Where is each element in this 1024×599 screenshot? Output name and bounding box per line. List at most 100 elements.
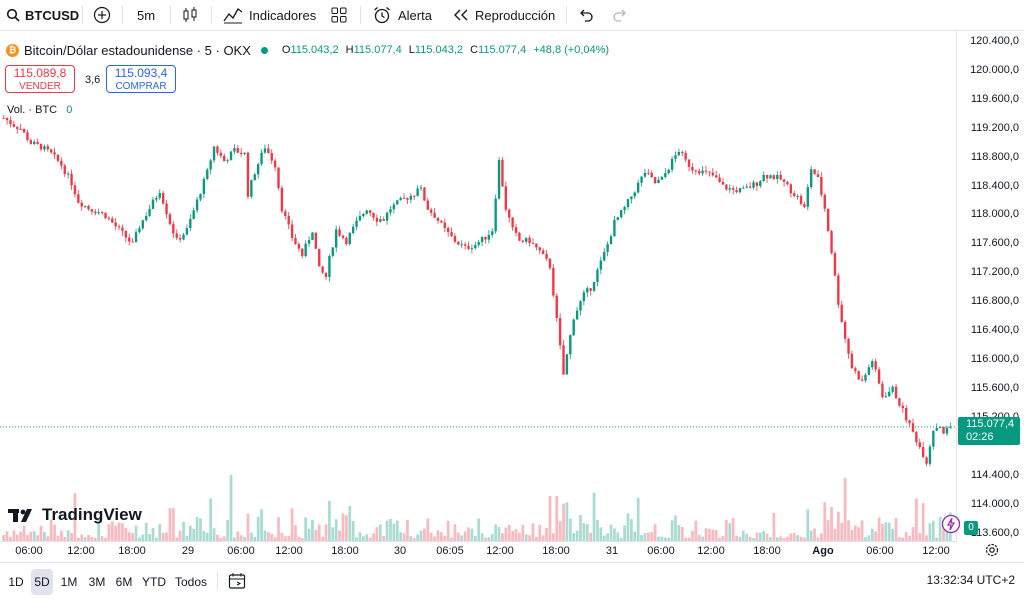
volume-bar <box>15 534 19 541</box>
candle-body <box>246 152 250 197</box>
candle-body <box>681 151 684 153</box>
last-price-value: 115.077,4 <box>966 417 1015 430</box>
volume-bar <box>725 520 728 541</box>
volume-bar <box>385 520 389 541</box>
clock[interactable]: 13:32:34 UTC+2 <box>926 573 1015 587</box>
price-axis[interactable]: 120.400,0 120.000,0 119.600,0 119.200,0 118.… <box>956 30 1024 542</box>
candle-body <box>945 427 949 434</box>
candle-body <box>372 212 375 218</box>
volume-bar <box>477 518 481 541</box>
volume-bar <box>419 530 423 541</box>
range-button-1m[interactable]: 1M <box>60 575 78 589</box>
undo-button[interactable] <box>578 0 594 30</box>
candle-body <box>789 184 793 194</box>
candle-body <box>168 214 172 225</box>
range-button-1d[interactable]: 1D <box>8 575 24 589</box>
volume-bar <box>904 532 908 541</box>
price-chart[interactable] <box>0 31 956 541</box>
candle-body <box>562 345 565 375</box>
templates-button[interactable] <box>330 0 348 30</box>
candle-body <box>555 295 558 318</box>
volume-bar <box>891 529 894 541</box>
volume-bar <box>49 519 53 541</box>
sell-button[interactable]: 115.089,8 VENDER <box>5 65 75 93</box>
compare-button[interactable] <box>93 0 111 30</box>
candle-body <box>603 251 606 261</box>
range-button-5d[interactable]: 5D <box>31 569 53 595</box>
volume-bar <box>175 537 179 541</box>
volume-bar <box>378 524 382 541</box>
candle-body <box>436 217 440 221</box>
volume-bar <box>270 533 274 541</box>
replay-button[interactable]: Reproducción <box>452 0 555 30</box>
volume-bar <box>653 524 657 541</box>
candle-body <box>531 243 535 245</box>
candle-body <box>358 216 362 221</box>
volume-bar <box>687 537 691 541</box>
volume-bar <box>368 537 372 541</box>
volume-bar <box>487 537 491 541</box>
volume-bar <box>127 531 131 541</box>
volume-bar <box>636 497 640 541</box>
volume-bar <box>412 537 416 541</box>
candle-body <box>413 195 416 197</box>
candle-body <box>66 173 70 175</box>
volume-bar <box>36 535 39 541</box>
alert-button[interactable]: Alerta <box>372 0 432 30</box>
candle-body <box>43 146 46 150</box>
volume-bar <box>9 536 12 541</box>
candle-body <box>698 170 701 174</box>
volume-bar <box>901 537 905 541</box>
candle-body <box>786 181 789 185</box>
candle-body <box>389 209 392 213</box>
volume-bar <box>148 533 151 541</box>
interval-button[interactable]: 5m <box>137 0 155 30</box>
candle-body <box>206 169 209 179</box>
range-button-todos[interactable]: Todos <box>174 575 208 589</box>
candle-body <box>182 234 185 240</box>
indicators-icon <box>223 8 243 24</box>
volume-bar <box>239 535 243 541</box>
candle-body <box>949 426 952 428</box>
chart-type-button[interactable] <box>182 0 198 30</box>
time-axis[interactable]: 06:00 12:00 18:00 29 06:00 12:00 18:00 30 06:05 1… <box>0 541 956 562</box>
redo-button[interactable] <box>612 0 628 30</box>
candle-body <box>270 153 273 161</box>
volume-bar <box>32 531 36 541</box>
volume-bar <box>497 527 501 541</box>
candle-body <box>379 219 382 222</box>
volume-bar <box>446 520 450 541</box>
volume-bar <box>263 530 267 541</box>
volume-bar <box>382 535 386 541</box>
volume-bar <box>443 536 447 541</box>
candles-icon <box>183 7 197 22</box>
go-to-date-button[interactable] <box>228 572 246 595</box>
range-button-3m[interactable]: 3M <box>88 575 106 589</box>
volume-bar <box>114 525 118 541</box>
candle-body <box>521 240 524 242</box>
candle-body <box>453 236 457 242</box>
candle-body <box>704 170 708 172</box>
volume-bar <box>283 536 287 541</box>
lightning-button[interactable] <box>941 514 961 534</box>
symbol-search[interactable]: BTCUSD <box>6 0 79 30</box>
candle-body <box>236 148 239 153</box>
candle-body <box>711 172 714 176</box>
volume-bar <box>138 537 141 541</box>
volume-bar <box>568 518 572 541</box>
volume-bar <box>786 536 789 541</box>
indicators-button[interactable]: Indicadores <box>223 0 316 30</box>
range-button-ytd[interactable]: YTD <box>142 575 166 589</box>
last-price-label: 115.077,4 02:26 <box>958 416 1020 445</box>
buy-button[interactable]: 115.093,4 COMPRAR <box>106 65 176 93</box>
chart-settings-button[interactable] <box>984 542 1000 563</box>
candle-body <box>107 218 111 220</box>
candle-body <box>470 248 474 250</box>
candle-body <box>776 174 779 179</box>
volume-bar <box>650 532 654 541</box>
range-button-6m[interactable]: 6M <box>115 575 133 589</box>
volume-bar <box>850 529 854 541</box>
candle-body <box>830 231 833 254</box>
volume-bar <box>39 525 43 541</box>
volume-bar <box>389 518 392 541</box>
